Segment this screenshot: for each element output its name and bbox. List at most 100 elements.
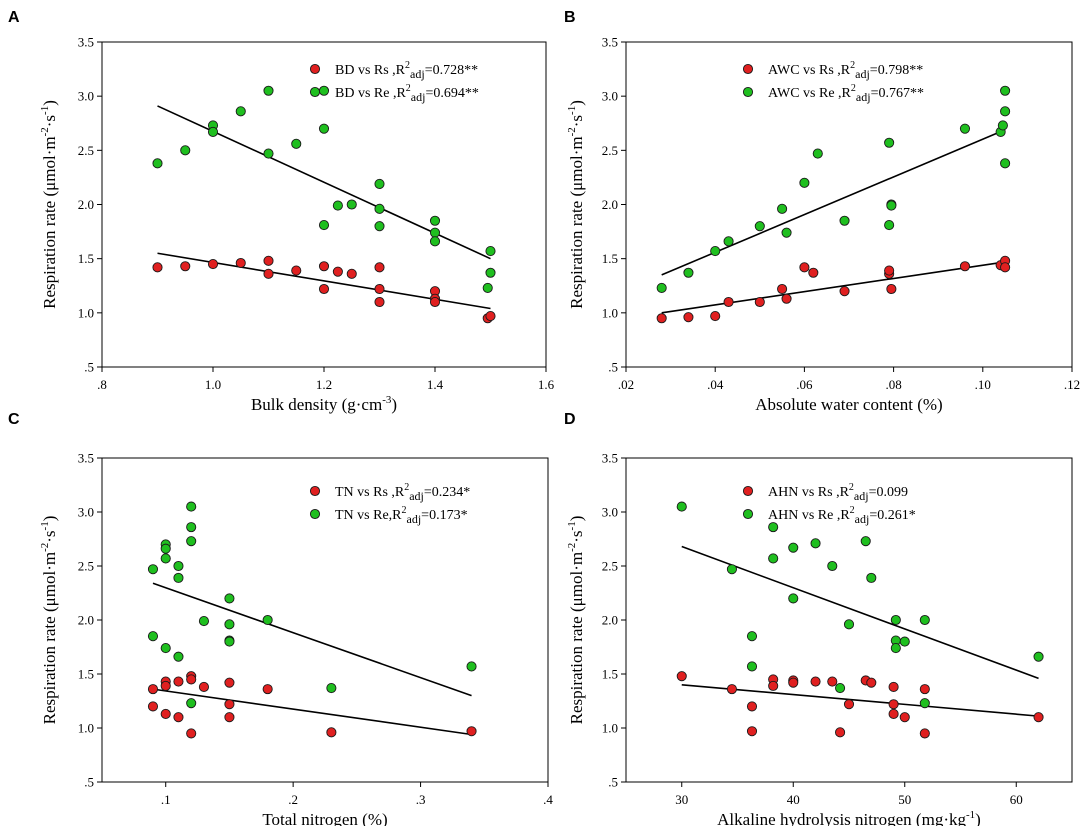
- panel-c-legend-marker-rs: [309, 485, 321, 497]
- panel-c-xtick-label: .1: [161, 792, 171, 807]
- panel-c-point-rs: [262, 684, 273, 695]
- panel-b-point-re: [723, 236, 734, 247]
- panel-b-legend-label-rs: AWC vs Rs ,R2adj=0.798**: [768, 60, 923, 81]
- panel-d-point-rs: [676, 671, 687, 682]
- panel-a-ytick-label: 3.0: [78, 89, 94, 104]
- panel-c-point-re: [160, 553, 171, 564]
- panel-c-fit-line-rs: [152, 688, 472, 736]
- panel-d-point-rs: [866, 677, 877, 688]
- panel-d-point-re: [827, 560, 838, 572]
- panel-a: A .5 1.0 1.5 2.0 2.5 3.0 3.5 .8 1.0 1.2 1.4 1.6 Bulk …: [8, 9, 555, 414]
- panel-b-xtick-label: .12: [1064, 377, 1080, 392]
- panel-b-point-rs: [656, 313, 667, 324]
- panel-d-point-re: [768, 553, 779, 564]
- panel-c-legend-marker-re: [309, 508, 321, 520]
- panel-a-ytick-label: 2.0: [78, 197, 94, 212]
- panel-d-point-re: [860, 536, 871, 547]
- panel-a-point-rs: [374, 296, 385, 308]
- panel-a-point-rs: [235, 257, 246, 269]
- panel-d-point-re: [676, 501, 687, 512]
- panel-b-point-rs: [959, 261, 971, 272]
- panel-a-y-axis-title: Respiration rate (μmol·m-2·s-1): [39, 100, 59, 309]
- panel-b-point-re: [839, 215, 850, 226]
- panel-b-point-re: [754, 221, 765, 232]
- panel-c-point-rs: [224, 712, 235, 723]
- panel-d-point-re: [746, 631, 758, 642]
- panel-b-x-axis-title: Absolute water content (%): [755, 395, 942, 414]
- panel-a-legend-label-rs: BD vs Rs ,R2adj=0.728**: [335, 60, 478, 81]
- panel-a-point-rs: [207, 259, 219, 270]
- panel-a-point-re: [207, 126, 219, 137]
- panel-a-point-re: [485, 267, 496, 278]
- panel-c-point-rs: [198, 681, 209, 693]
- panel-b-point-rs: [710, 311, 721, 322]
- panel-d-point-re: [890, 614, 901, 626]
- panel-b-legend-marker-rs: [742, 63, 754, 75]
- panel-b-point-rs: [839, 286, 850, 297]
- panel-b-point-re: [1000, 158, 1011, 169]
- panel-b-point-re: [997, 120, 1008, 131]
- panel-b-ytick-label: 2.0: [602, 197, 618, 212]
- panel-d-point-rs: [919, 728, 930, 739]
- panel-b-point-re: [799, 177, 810, 188]
- panel-d-point-rs: [888, 681, 899, 693]
- panel-a-ytick-label: 1.0: [78, 305, 94, 320]
- panel-d-point-re: [890, 643, 901, 654]
- panel-a-point-rs: [291, 265, 302, 276]
- panel-a-xtick-label: 1.0: [205, 377, 221, 392]
- panel-d-point-re: [1033, 651, 1044, 662]
- panel-a-point-re: [374, 203, 385, 214]
- panel-c-point-re: [147, 631, 159, 642]
- panel-c-x-axis-title: Total nitrogen (%): [262, 810, 387, 826]
- panel-b-point-re: [710, 246, 721, 257]
- panel-d-point-re: [726, 564, 737, 575]
- panel-b-point-rs: [886, 283, 897, 295]
- panel-b-point-re: [1000, 106, 1011, 117]
- panel-d-xtick-label: 60: [1010, 792, 1023, 807]
- panel-d-point-re: [899, 636, 910, 647]
- panel-a-point-rs: [332, 266, 343, 277]
- panel-a-point-re: [429, 215, 441, 226]
- panel-c-ytick-label: 2.0: [78, 613, 94, 628]
- panel-d-point-rs: [788, 677, 799, 688]
- panel-b-point-rs: [1000, 262, 1011, 273]
- panel-b-point-rs: [808, 267, 819, 278]
- panel-c-y-axis-title: Respiration rate (μmol·m-2·s-1): [39, 516, 59, 725]
- panel-b-point-re: [1000, 85, 1011, 96]
- panel-a-xtick-label: 1.4: [427, 377, 444, 392]
- panel-d-y-axis-title: Respiration rate (μmol·m-2·s-1): [566, 516, 586, 725]
- panel-d-legend-label-rs: AHN vs Rs ,R2adj=0.099: [768, 482, 908, 503]
- panel-a-point-rs: [318, 283, 330, 295]
- panel-d-point-rs: [835, 727, 846, 738]
- panel-d-point-re: [768, 522, 779, 533]
- panel-a-xtick-label: 1.6: [538, 377, 555, 392]
- panel-b-y-axis-title: Respiration rate (μmol·m-2·s-1): [566, 100, 586, 309]
- panel-d-letter: D: [564, 411, 576, 428]
- panel-a-ytick-label: 2.5: [78, 143, 94, 158]
- panel-c-ytick-label: .5: [84, 775, 94, 790]
- panel-d-point-re: [788, 593, 799, 604]
- panel-c-point-re: [198, 616, 209, 627]
- panel-c-point-re: [326, 682, 337, 694]
- panel-d-legend-marker-rs: [742, 485, 754, 497]
- panel-c-point-re: [224, 636, 235, 647]
- panel-d-point-rs: [919, 684, 930, 695]
- panel-d-ytick-label: 1.5: [602, 667, 618, 682]
- panel-a-point-re: [180, 145, 191, 156]
- panel-c-point-re: [186, 501, 197, 512]
- panel-a-legend-label-re: BD vs Re ,R2adj=0.694**: [335, 83, 479, 104]
- panel-d-ytick-label: 2.0: [602, 613, 618, 628]
- panel-b-legend-label-re: AWC vs Re ,R2adj=0.767**: [768, 83, 924, 104]
- panel-d-point-rs: [1033, 712, 1044, 723]
- panel-a-point-rs: [152, 262, 163, 273]
- panel-d-fit-line-rs: [681, 684, 1039, 717]
- panel-c-point-re: [224, 619, 235, 630]
- panel-a-point-re: [482, 282, 493, 293]
- panel-d-point-rs: [888, 708, 899, 720]
- panel-a-x-axis-title: Bulk density (g·cm-3): [251, 394, 397, 414]
- panel-d-point-rs: [746, 726, 758, 737]
- panel-c-ytick-label: 2.5: [78, 559, 94, 574]
- panel-a-point-re: [332, 200, 343, 211]
- panel-d-point-re: [866, 572, 877, 583]
